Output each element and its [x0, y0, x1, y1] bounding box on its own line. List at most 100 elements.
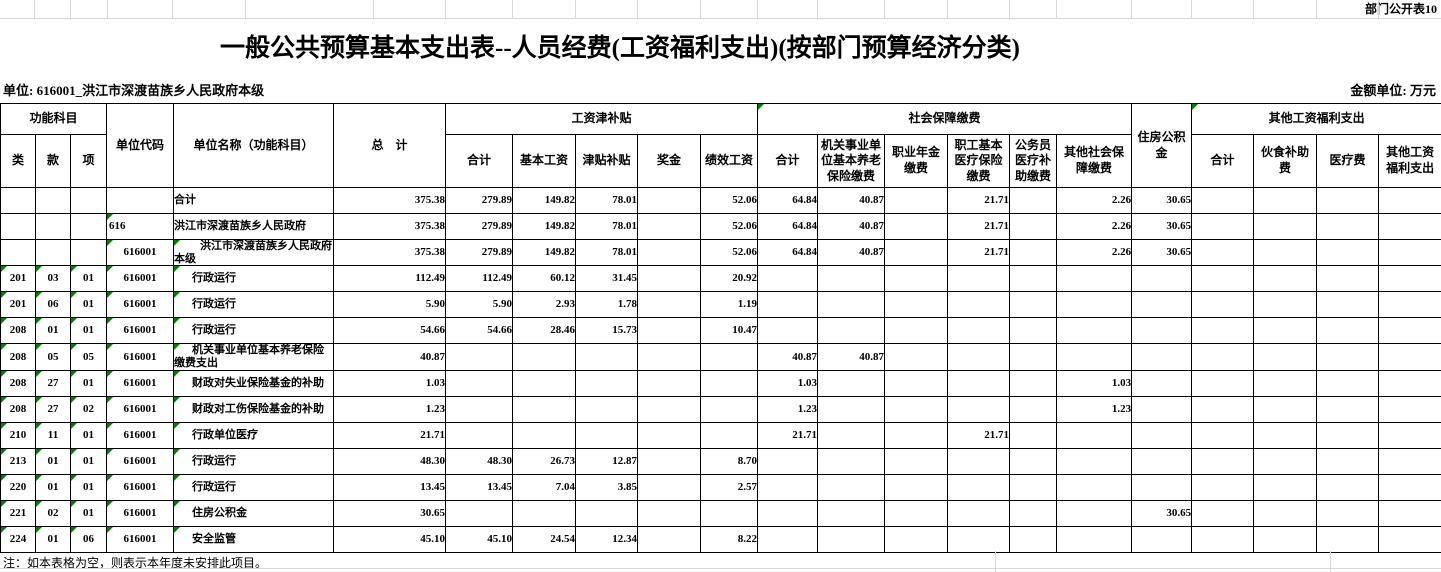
table-cell[interactable] [947, 447, 1011, 475]
table-cell[interactable] [1056, 421, 1133, 449]
table-cell[interactable] [637, 369, 701, 397]
table-cell[interactable]: 40.87 [817, 343, 886, 371]
table-cell[interactable] [817, 421, 886, 449]
table-cell[interactable]: 210 [0, 421, 36, 449]
table-cell[interactable] [1056, 525, 1133, 553]
table-cell[interactable]: 7.04 [512, 473, 576, 501]
table-cell[interactable]: 1.23 [757, 395, 819, 423]
table-cell[interactable]: 64.84 [757, 187, 819, 214]
table-cell[interactable]: 616001 [106, 499, 174, 527]
table-cell[interactable]: 15.73 [575, 317, 638, 345]
col-header-medical-insurance[interactable]: 职工基本医疗保险缴费 [947, 134, 1011, 188]
table-cell[interactable]: 01 [70, 447, 107, 475]
table-cell[interactable] [817, 265, 886, 293]
table-cell[interactable]: 12.34 [575, 525, 638, 553]
table-cell[interactable]: 149.82 [512, 238, 576, 267]
col-header-civil-servant-medical[interactable]: 公务员医疗补助缴费 [1009, 134, 1058, 188]
col-header-unit-name[interactable]: 单位名称（功能科目） [173, 103, 334, 188]
table-cell[interactable]: 5.90 [333, 291, 446, 319]
table-cell[interactable] [1378, 317, 1441, 345]
table-cell[interactable]: 13.45 [445, 473, 513, 501]
table-cell[interactable]: 201 [0, 291, 36, 319]
table-cell[interactable]: 05 [35, 343, 71, 371]
table-cell[interactable] [947, 343, 1011, 371]
table-cell[interactable] [1253, 265, 1318, 293]
table-cell[interactable]: 20.92 [699, 265, 759, 293]
table-cell[interactable]: 220 [0, 473, 36, 501]
table-cell[interactable] [1131, 343, 1193, 371]
table-cell[interactable] [1009, 499, 1058, 527]
table-cell[interactable] [817, 525, 886, 553]
col-header-performance-wage[interactable]: 绩效工资 [699, 134, 759, 188]
table-cell[interactable]: 616001 [106, 447, 174, 475]
table-cell[interactable]: 40.87 [333, 343, 446, 371]
table-cell[interactable]: 616001 [106, 291, 174, 319]
col-header-basic-wage[interactable]: 基本工资 [512, 134, 576, 188]
table-cell[interactable] [699, 343, 759, 371]
table-cell[interactable] [637, 473, 701, 501]
table-cell[interactable]: 112.49 [333, 265, 446, 293]
table-cell[interactable] [884, 291, 949, 319]
table-cell[interactable]: 213 [0, 447, 36, 475]
table-cell[interactable]: 27 [35, 369, 71, 397]
table-cell[interactable] [1056, 447, 1133, 475]
table-cell[interactable] [817, 499, 886, 527]
table-cell[interactable]: 616001 [106, 317, 174, 345]
table-cell[interactable] [1131, 473, 1193, 501]
table-cell[interactable]: 30.65 [1131, 238, 1193, 267]
table-cell[interactable] [1191, 473, 1255, 501]
table-cell[interactable] [757, 291, 819, 319]
table-cell[interactable] [70, 213, 107, 240]
table-cell[interactable] [445, 369, 513, 397]
table-cell[interactable]: 616001 [106, 473, 174, 501]
table-cell[interactable] [1253, 395, 1318, 423]
table-cell[interactable]: 2.57 [699, 473, 759, 501]
table-cell[interactable]: 48.30 [333, 447, 446, 475]
table-cell[interactable]: 31.45 [575, 265, 638, 293]
table-cell[interactable] [445, 395, 513, 423]
table-cell[interactable]: 54.66 [445, 317, 513, 345]
table-cell[interactable]: 208 [0, 343, 36, 371]
table-cell[interactable] [699, 421, 759, 449]
table-cell[interactable] [1378, 213, 1441, 240]
table-cell[interactable] [817, 317, 886, 345]
table-cell[interactable]: 1.03 [757, 369, 819, 397]
table-cell[interactable] [1253, 238, 1318, 267]
table-cell[interactable]: 616001 [106, 395, 174, 423]
table-cell[interactable]: 52.06 [699, 187, 759, 214]
table-cell[interactable]: 1.03 [333, 369, 446, 397]
table-cell[interactable] [1378, 395, 1441, 423]
table-cell[interactable] [575, 369, 638, 397]
table-cell[interactable]: 1.78 [575, 291, 638, 319]
table-cell[interactable]: 洪江市深渡苗族乡人民政府 [173, 213, 334, 240]
table-cell[interactable]: 1.23 [1056, 395, 1133, 423]
table-cell[interactable]: 01 [70, 499, 107, 527]
table-cell[interactable] [757, 317, 819, 345]
table-cell[interactable]: 01 [70, 317, 107, 345]
table-cell[interactable]: 02 [70, 395, 107, 423]
table-cell[interactable] [1191, 317, 1255, 345]
table-cell[interactable]: 01 [35, 317, 71, 345]
table-cell[interactable]: 78.01 [575, 238, 638, 267]
table-cell[interactable] [637, 317, 701, 345]
table-cell[interactable]: 10.47 [699, 317, 759, 345]
table-cell[interactable]: 149.82 [512, 213, 576, 240]
table-cell[interactable]: 30.65 [333, 499, 446, 527]
table-cell[interactable] [637, 421, 701, 449]
table-cell[interactable]: 3.85 [575, 473, 638, 501]
table-cell[interactable]: 48.30 [445, 447, 513, 475]
table-cell[interactable]: 279.89 [445, 238, 513, 267]
table-cell[interactable]: 45.10 [333, 525, 446, 553]
table-cell[interactable] [1009, 238, 1058, 267]
col-header-other-welfare[interactable]: 其他工资福利支出 [1378, 134, 1441, 188]
table-cell[interactable]: 2.26 [1056, 187, 1133, 214]
table-cell[interactable]: 375.38 [333, 187, 446, 214]
table-cell[interactable] [35, 238, 71, 267]
table-cell[interactable] [884, 238, 949, 267]
table-cell[interactable]: 375.38 [333, 238, 446, 267]
table-cell[interactable]: 财政对失业保险基金的补助 [173, 369, 334, 397]
table-cell[interactable] [947, 291, 1011, 319]
col-header-medical-fee[interactable]: 医疗费 [1316, 134, 1380, 188]
table-cell[interactable] [947, 265, 1011, 293]
table-cell[interactable] [1378, 369, 1441, 397]
